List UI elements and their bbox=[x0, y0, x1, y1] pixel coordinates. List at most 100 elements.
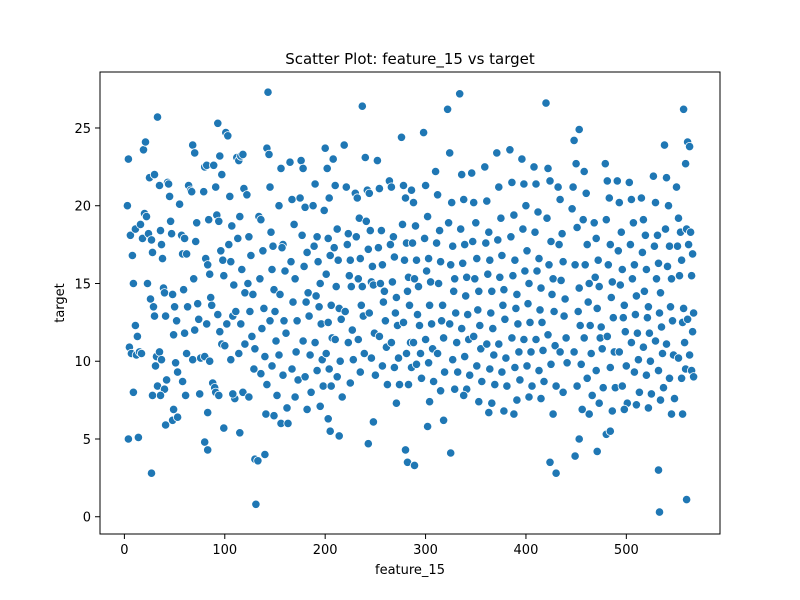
data-point bbox=[382, 379, 392, 390]
data-point bbox=[598, 383, 608, 393]
data-point bbox=[433, 278, 444, 289]
data-point bbox=[655, 288, 666, 298]
data-point bbox=[654, 308, 665, 318]
data-point bbox=[517, 154, 527, 164]
data-point bbox=[605, 426, 615, 436]
data-point bbox=[531, 334, 541, 345]
data-point bbox=[436, 316, 447, 326]
data-point bbox=[653, 258, 664, 268]
data-point bbox=[353, 334, 363, 345]
data-point bbox=[590, 272, 600, 282]
data-point bbox=[680, 159, 691, 169]
data-point bbox=[203, 260, 213, 270]
data-point bbox=[265, 182, 275, 192]
data-point bbox=[452, 337, 462, 348]
data-point bbox=[257, 323, 267, 334]
data-point bbox=[298, 336, 308, 346]
data-point bbox=[514, 347, 524, 357]
data-point bbox=[259, 303, 269, 313]
data-point bbox=[591, 365, 601, 376]
data-point bbox=[531, 179, 541, 189]
data-point bbox=[380, 316, 390, 326]
data-point bbox=[285, 157, 295, 167]
data-point bbox=[423, 358, 434, 368]
data-point bbox=[408, 198, 419, 208]
data-point bbox=[551, 381, 561, 391]
y-tick-label: 20 bbox=[74, 200, 91, 215]
data-point bbox=[192, 218, 202, 228]
data-point bbox=[324, 193, 334, 203]
data-point bbox=[128, 278, 138, 289]
data-point bbox=[319, 205, 329, 215]
data-point bbox=[523, 299, 533, 309]
data-point bbox=[667, 316, 678, 326]
data-point bbox=[510, 362, 520, 373]
data-point bbox=[130, 320, 140, 331]
data-point bbox=[643, 403, 654, 413]
data-point bbox=[389, 362, 399, 373]
data-point bbox=[310, 337, 320, 348]
data-point bbox=[367, 261, 377, 271]
data-point bbox=[506, 232, 516, 242]
data-point bbox=[145, 294, 156, 304]
data-point bbox=[631, 400, 642, 410]
data-point bbox=[215, 327, 225, 337]
data-point bbox=[222, 319, 232, 329]
data-point bbox=[591, 233, 601, 243]
data-point bbox=[602, 331, 612, 341]
data-point bbox=[605, 362, 615, 373]
data-point bbox=[624, 177, 634, 187]
data-point bbox=[431, 238, 442, 248]
y-tick-label: 5 bbox=[83, 433, 91, 448]
data-point bbox=[562, 358, 572, 368]
data-point bbox=[360, 152, 370, 163]
data-point bbox=[390, 308, 400, 318]
y-tick-label: 25 bbox=[74, 122, 91, 137]
data-point bbox=[459, 390, 469, 400]
data-point bbox=[229, 280, 239, 290]
data-point bbox=[661, 339, 672, 349]
data-point bbox=[507, 333, 517, 343]
data-point bbox=[339, 140, 349, 150]
data-point bbox=[646, 389, 657, 399]
data-point bbox=[619, 300, 629, 310]
data-point bbox=[318, 381, 328, 391]
data-point bbox=[333, 255, 343, 265]
data-point bbox=[596, 322, 606, 332]
data-point bbox=[173, 367, 183, 377]
data-point bbox=[420, 334, 431, 345]
data-point bbox=[422, 421, 433, 432]
data-point bbox=[386, 337, 396, 348]
data-point bbox=[214, 216, 224, 226]
data-point bbox=[398, 180, 409, 191]
data-point bbox=[601, 215, 611, 225]
data-point bbox=[569, 347, 579, 357]
data-point bbox=[250, 344, 260, 354]
data-point bbox=[302, 247, 312, 257]
data-point bbox=[426, 319, 437, 329]
data-point bbox=[315, 401, 325, 411]
data-point bbox=[396, 132, 407, 142]
data-point bbox=[684, 350, 695, 360]
y-tick-label: 0 bbox=[83, 511, 91, 526]
data-point bbox=[291, 347, 301, 357]
data-point bbox=[269, 411, 279, 421]
data-point bbox=[175, 199, 185, 209]
data-point bbox=[424, 397, 435, 407]
data-point bbox=[376, 226, 386, 236]
data-point bbox=[487, 286, 497, 296]
data-point bbox=[476, 344, 486, 354]
data-point bbox=[471, 218, 481, 228]
data-point bbox=[411, 255, 422, 265]
data-point bbox=[181, 390, 191, 400]
data-point bbox=[423, 254, 434, 264]
data-point bbox=[641, 264, 652, 275]
data-point bbox=[679, 337, 690, 348]
data-point bbox=[658, 383, 669, 393]
data-point bbox=[545, 176, 555, 186]
data-point bbox=[304, 311, 314, 321]
data-point bbox=[260, 449, 270, 460]
data-point bbox=[534, 365, 544, 376]
data-point bbox=[459, 194, 469, 205]
data-point bbox=[607, 277, 617, 287]
